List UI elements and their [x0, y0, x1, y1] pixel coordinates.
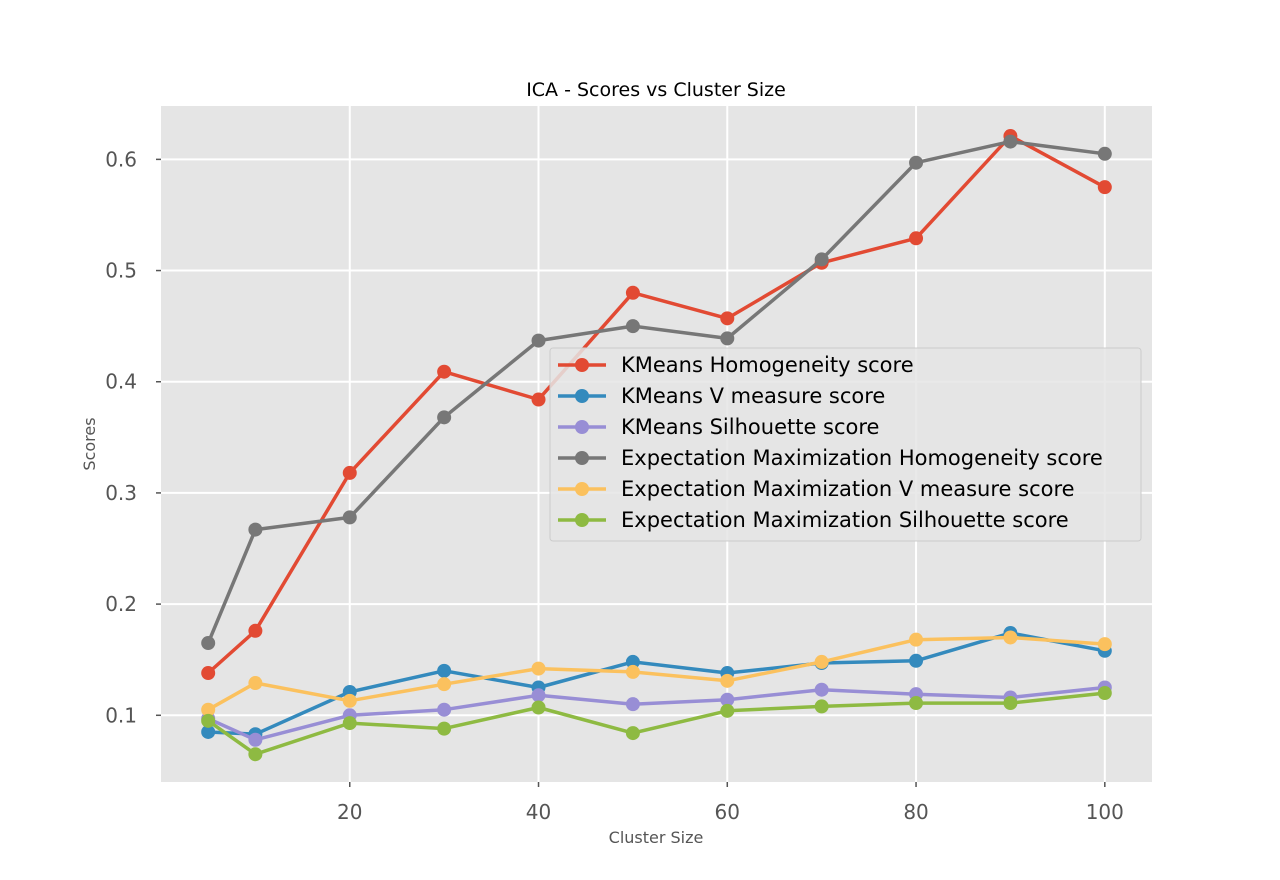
tick-layer: 20 40 60 80 100 0.1 0.2 0.3 0.4 0.5 0.6	[105, 147, 1124, 824]
legend-label: Expectation Maximization Homogeneity sco…	[621, 446, 1103, 470]
data-point	[248, 732, 263, 747]
legend-box	[549, 347, 1142, 542]
series-6	[201, 686, 1112, 762]
data-point	[625, 697, 640, 712]
y-tick-label: 0.3	[105, 481, 137, 505]
x-tick-label: 20	[337, 800, 362, 824]
data-point	[625, 726, 640, 741]
legend-entry: Expectation Maximization Homogeneity sco…	[558, 446, 1103, 470]
data-point	[201, 636, 216, 651]
legend-entry: Expectation Maximization Silhouette scor…	[558, 508, 1069, 532]
chart-title: ICA - Scores vs Cluster Size	[526, 79, 786, 101]
x-tick-label: 40	[526, 800, 551, 824]
data-point	[814, 654, 829, 669]
legend-label: Expectation Maximization Silhouette scor…	[621, 508, 1069, 532]
legend-label: KMeans Homogeneity score	[621, 353, 914, 377]
y-tick-label: 0.1	[105, 703, 137, 727]
data-point	[720, 703, 735, 718]
data-point	[531, 392, 546, 407]
data-point	[909, 231, 924, 246]
data-point	[437, 364, 452, 379]
data-point	[248, 676, 263, 691]
data-point	[342, 465, 357, 480]
data-point	[909, 632, 924, 647]
data-point	[201, 713, 216, 728]
data-point	[531, 661, 546, 676]
data-point	[1003, 696, 1018, 711]
legend-marker	[575, 358, 589, 372]
data-point	[531, 333, 546, 348]
data-point	[437, 702, 452, 717]
legend-marker	[575, 420, 589, 434]
data-point	[1097, 180, 1112, 195]
legend-entry: KMeans Homogeneity score	[558, 353, 914, 377]
legend-entry: KMeans Silhouette score	[558, 415, 879, 439]
data-point	[437, 663, 452, 678]
data-point	[625, 319, 640, 334]
data-point	[1097, 637, 1112, 652]
data-point	[1097, 146, 1112, 161]
legend-label: KMeans V measure score	[621, 384, 885, 408]
series-5	[201, 630, 1112, 717]
legend: KMeans Homogeneity score KMeans V measure…	[549, 347, 1142, 542]
data-point	[342, 693, 357, 708]
data-point	[720, 692, 735, 707]
x-axis-label: Cluster Size	[609, 828, 704, 847]
legend-label: KMeans Silhouette score	[621, 415, 879, 439]
data-point	[342, 716, 357, 731]
data-point	[625, 285, 640, 300]
data-point	[814, 699, 829, 714]
data-point	[248, 522, 263, 537]
data-point	[720, 673, 735, 688]
data-point	[625, 664, 640, 679]
legend-marker	[575, 451, 589, 465]
data-point	[909, 155, 924, 170]
series-layer	[201, 129, 1112, 762]
data-point	[248, 747, 263, 762]
y-tick-label: 0.2	[105, 592, 137, 616]
data-point	[248, 623, 263, 638]
legend-entry: KMeans V measure score	[558, 384, 885, 408]
data-point	[531, 700, 546, 715]
data-point	[720, 331, 735, 346]
data-point	[201, 666, 216, 681]
data-point	[437, 721, 452, 736]
data-point	[1003, 134, 1018, 149]
legend-marker	[575, 482, 589, 496]
y-tick-label: 0.5	[105, 259, 137, 283]
data-point	[814, 252, 829, 267]
data-point	[909, 653, 924, 668]
series-4	[201, 134, 1112, 651]
data-point	[201, 724, 216, 739]
series-1	[201, 129, 1112, 681]
legend-label: Expectation Maximization V measure score	[621, 477, 1075, 501]
x-tick-label: 80	[903, 800, 928, 824]
legend-marker	[575, 513, 589, 527]
data-point	[437, 677, 452, 692]
y-tick-label: 0.4	[105, 370, 137, 394]
data-point	[201, 702, 216, 717]
data-point	[342, 510, 357, 525]
data-point	[720, 311, 735, 326]
data-point	[531, 688, 546, 703]
legend-marker	[575, 389, 589, 403]
data-point	[625, 654, 640, 669]
data-point	[909, 696, 924, 711]
data-point	[437, 410, 452, 425]
y-axis-label: Scores	[80, 417, 99, 470]
legend-entry: Expectation Maximization V measure score	[558, 477, 1075, 501]
x-tick-label: 100	[1086, 800, 1124, 824]
x-tick-label: 60	[715, 800, 740, 824]
data-point	[814, 682, 829, 697]
data-point	[1097, 686, 1112, 701]
data-point	[1003, 630, 1018, 645]
y-tick-label: 0.6	[105, 147, 137, 171]
